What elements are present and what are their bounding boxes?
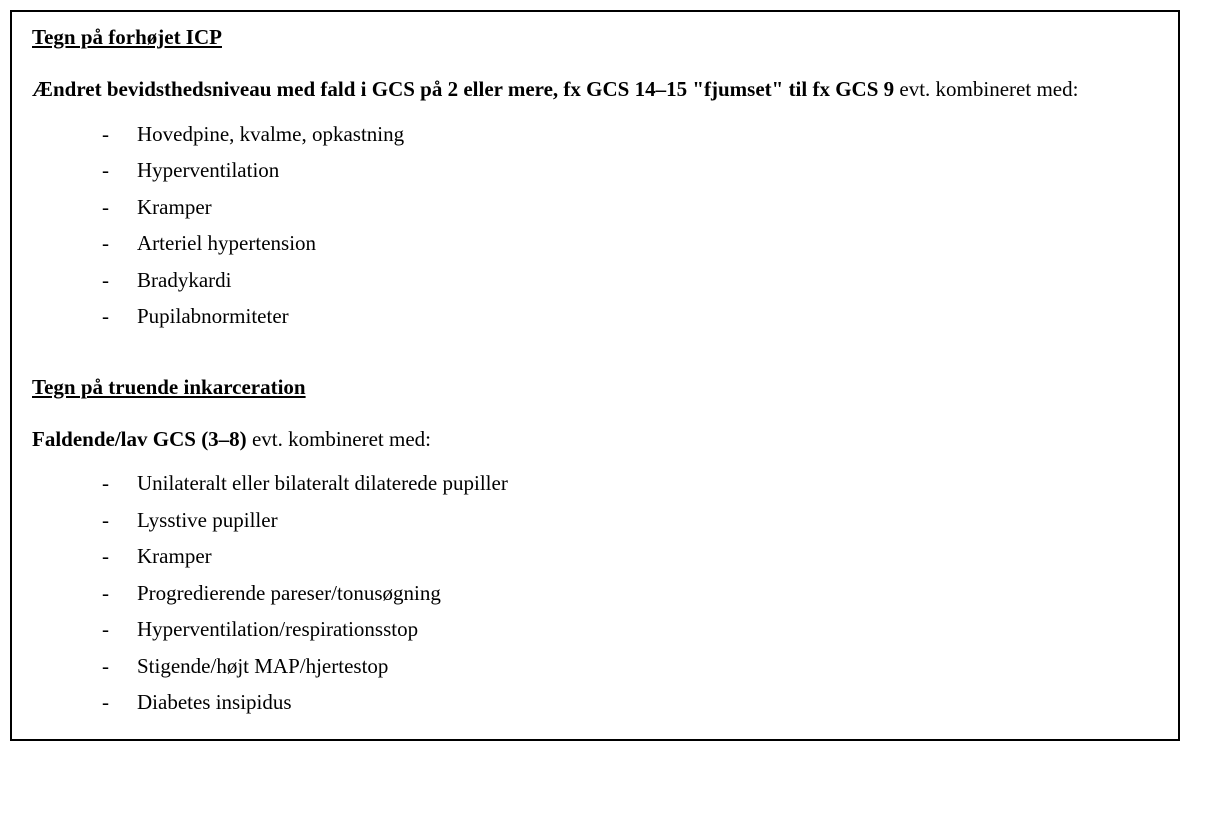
symptom-list-2: Unilateralt eller bilateralt dilaterede … bbox=[32, 468, 1158, 717]
list-item: Pupilabnormiteter bbox=[102, 301, 1158, 331]
section-lead-2: Faldende/lav GCS (3–8) evt. kombineret m… bbox=[32, 424, 1158, 454]
list-item: Unilateralt eller bilateralt dilaterede … bbox=[102, 468, 1158, 498]
list-item: Stigende/højt MAP/hjertestop bbox=[102, 651, 1158, 681]
symptom-list-1: Hovedpine, kvalme, opkastning Hyperventi… bbox=[32, 119, 1158, 332]
section-title-1: Tegn på forhøjet ICP bbox=[32, 22, 1158, 52]
section-lead-tail-1: evt. kombineret med: bbox=[894, 77, 1078, 101]
list-item: Bradykardi bbox=[102, 265, 1158, 295]
clinical-info-box: Tegn på forhøjet ICP Ændret bevidsthedsn… bbox=[10, 10, 1180, 741]
section-lead-1: Ændret bevidsthedsniveau med fald i GCS … bbox=[32, 74, 1158, 104]
list-item: Diabetes insipidus bbox=[102, 687, 1158, 717]
section-lead-bold-2: Faldende/lav GCS (3–8) bbox=[32, 427, 247, 451]
section-lead-tail-2: evt. kombineret med: bbox=[247, 427, 431, 451]
list-item: Progredierende pareser/tonusøgning bbox=[102, 578, 1158, 608]
list-item: Hyperventilation/respirationsstop bbox=[102, 614, 1158, 644]
list-item: Lysstive pupiller bbox=[102, 505, 1158, 535]
list-item: Kramper bbox=[102, 192, 1158, 222]
list-item: Hyperventilation bbox=[102, 155, 1158, 185]
section-lead-bold-1: Ændret bevidsthedsniveau med fald i GCS … bbox=[32, 77, 894, 101]
list-item: Kramper bbox=[102, 541, 1158, 571]
section-title-2: Tegn på truende inkarceration bbox=[32, 372, 1158, 402]
list-item: Arteriel hypertension bbox=[102, 228, 1158, 258]
list-item: Hovedpine, kvalme, opkastning bbox=[102, 119, 1158, 149]
